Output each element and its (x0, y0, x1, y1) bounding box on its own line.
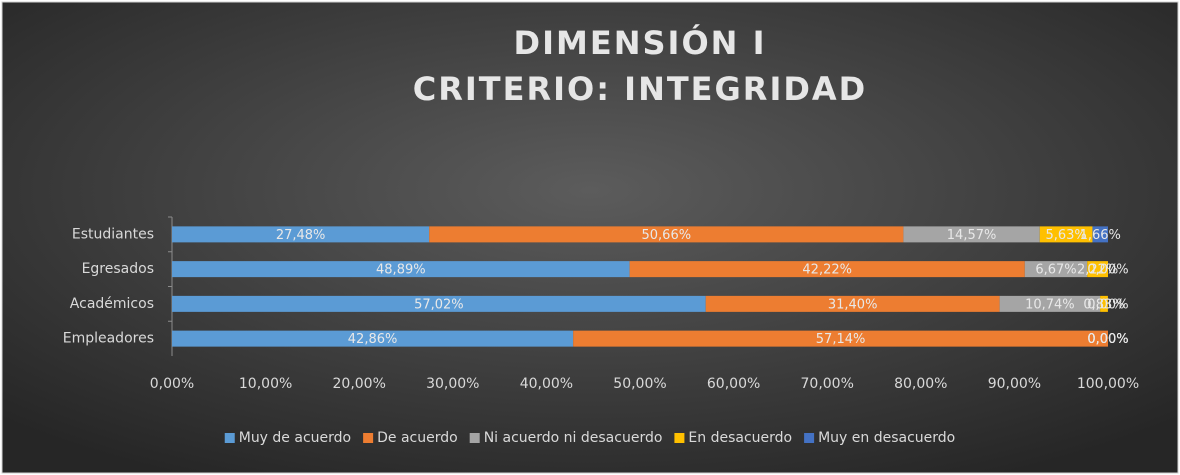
x-tick-label: 90,00% (988, 376, 1041, 392)
legend-label: De acuerdo (377, 430, 458, 446)
bar-segment (172, 261, 630, 278)
chart-title: DIMENSIÓN I (514, 23, 767, 62)
legend-swatch (363, 433, 374, 443)
bar-segment (172, 295, 706, 312)
legend-label: Muy de acuerdo (239, 430, 351, 446)
x-tick-label: 100,00% (1077, 376, 1139, 392)
data-label: 5,63% (1045, 228, 1086, 243)
bar-segment (1092, 226, 1108, 243)
bar-segment (172, 330, 574, 347)
legend-label: En desacuerdo (688, 430, 792, 446)
x-tick-label: 10,00% (239, 376, 292, 392)
data-label: 6,67% (1035, 263, 1076, 278)
data-label: 0,00% (1087, 332, 1128, 347)
data-label: 57,02% (414, 297, 464, 312)
bar-segment (999, 295, 1101, 312)
legend-swatch (674, 433, 685, 443)
data-label: 0,83% (1083, 297, 1124, 312)
data-label: 27,48% (276, 228, 326, 243)
bar-segment (172, 226, 430, 243)
data-label: 42,86% (348, 332, 398, 347)
data-label: 57,14% (816, 332, 866, 347)
x-tick-label: 70,00% (801, 376, 854, 392)
legend-swatch (804, 433, 815, 443)
bar-segment (903, 226, 1040, 243)
chart-title: CRITERIO: INTEGRIDAD (413, 70, 867, 108)
data-label: 0,00% (1087, 332, 1128, 347)
data-label: 31,40% (828, 297, 878, 312)
data-label: 0,00% (1087, 332, 1128, 347)
x-tick-label: 60,00% (707, 376, 760, 392)
bar-segment (1024, 261, 1088, 278)
legend-label: Ni acuerdo ni desacuerdo (484, 430, 663, 446)
legend-label: Muy en desacuerdo (818, 430, 955, 446)
x-tick-label: 20,00% (333, 376, 386, 392)
x-tick-label: 0,00% (150, 376, 194, 392)
x-tick-label: 80,00% (894, 376, 947, 392)
bar-segment (1087, 261, 1108, 278)
data-label: 14,57% (947, 228, 997, 243)
x-tick-label: 50,00% (613, 376, 666, 392)
y-tick-label: Empleadores (63, 331, 154, 347)
data-label: 48,89% (376, 263, 426, 278)
y-tick-label: Académicos (70, 296, 154, 312)
data-label: 10,74% (1025, 297, 1075, 312)
bar-segment (1039, 226, 1093, 243)
bar-segment (1100, 295, 1108, 312)
data-label: 0,00% (1087, 297, 1128, 312)
bar-segment (629, 261, 1025, 278)
bar-segment (429, 226, 904, 243)
data-label: 0,00% (1087, 263, 1128, 278)
data-label: 2,22% (1077, 263, 1118, 278)
y-tick-label: Estudiantes (72, 226, 154, 242)
x-tick-label: 30,00% (426, 376, 479, 392)
data-label: 1,66% (1080, 228, 1121, 243)
y-tick-label: Egresados (82, 261, 154, 277)
data-label: 50,66% (642, 228, 692, 243)
bar-segment (705, 295, 1000, 312)
bar-segment (573, 330, 1108, 347)
legend-swatch (469, 433, 480, 443)
data-label: 42,22% (802, 263, 852, 278)
legend-swatch (224, 433, 235, 443)
x-tick-label: 40,00% (520, 376, 573, 392)
